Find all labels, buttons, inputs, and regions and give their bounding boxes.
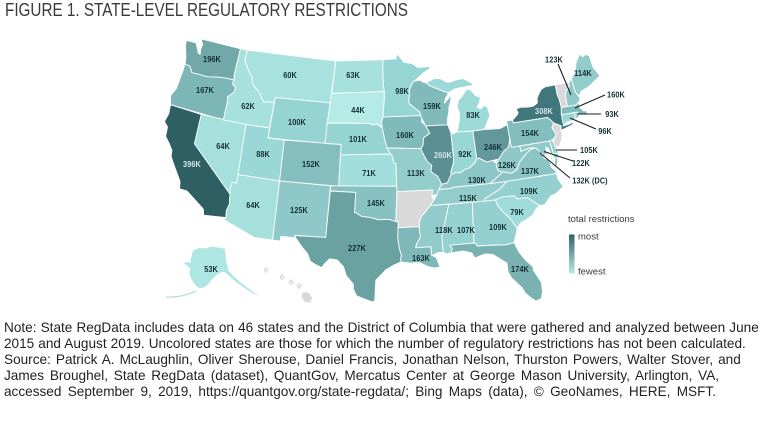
svg-text:92K: 92K xyxy=(458,150,472,159)
svg-text:130K: 130K xyxy=(468,176,486,185)
svg-text:96K: 96K xyxy=(598,127,612,136)
svg-text:71K: 71K xyxy=(362,169,376,178)
svg-text:105K: 105K xyxy=(580,146,598,155)
svg-text:64K: 64K xyxy=(216,142,230,151)
svg-text:total restrictions: total restrictions xyxy=(568,214,635,225)
svg-text:126K: 126K xyxy=(498,161,516,170)
svg-text:122K: 122K xyxy=(572,159,590,168)
svg-text:174K: 174K xyxy=(511,265,529,274)
svg-text:167K: 167K xyxy=(196,86,214,95)
svg-text:83K: 83K xyxy=(466,111,480,120)
svg-text:125K: 125K xyxy=(290,206,308,215)
svg-text:246K: 246K xyxy=(484,143,502,152)
svg-text:53K: 53K xyxy=(204,265,218,274)
svg-text:145K: 145K xyxy=(367,199,385,208)
svg-text:107K: 107K xyxy=(457,226,475,235)
svg-text:159K: 159K xyxy=(423,102,441,111)
svg-text:137K: 137K xyxy=(521,167,539,176)
svg-text:308K: 308K xyxy=(535,107,553,116)
svg-text:93K: 93K xyxy=(605,110,619,119)
svg-text:79K: 79K xyxy=(510,208,524,217)
svg-text:160K: 160K xyxy=(396,131,414,140)
svg-text:154K: 154K xyxy=(521,129,539,138)
svg-text:98K: 98K xyxy=(395,87,409,96)
svg-text:64K: 64K xyxy=(246,201,260,210)
svg-text:113K: 113K xyxy=(407,169,425,178)
svg-text:132K (DC): 132K (DC) xyxy=(572,176,607,185)
svg-text:63K: 63K xyxy=(346,71,360,80)
svg-text:109K: 109K xyxy=(489,223,507,232)
svg-text:118K: 118K xyxy=(435,226,453,235)
svg-text:60K: 60K xyxy=(283,71,297,80)
svg-text:396K: 396K xyxy=(183,160,201,169)
svg-text:123K: 123K xyxy=(545,55,563,64)
svg-text:160K: 160K xyxy=(607,90,625,99)
svg-text:260K: 260K xyxy=(434,151,452,160)
svg-text:163K: 163K xyxy=(412,254,430,263)
svg-text:152K: 152K xyxy=(302,160,320,169)
svg-text:101K: 101K xyxy=(349,135,367,144)
svg-text:62K: 62K xyxy=(241,102,255,111)
svg-text:44K: 44K xyxy=(351,106,365,115)
svg-text:227K: 227K xyxy=(348,244,366,253)
svg-text:115K: 115K xyxy=(459,194,477,203)
svg-text:most: most xyxy=(578,232,599,243)
svg-text:88K: 88K xyxy=(256,150,270,159)
svg-text:196K: 196K xyxy=(203,55,221,64)
svg-text:fewest: fewest xyxy=(578,267,606,278)
svg-text:100K: 100K xyxy=(288,118,306,127)
svg-text:114K: 114K xyxy=(574,69,592,78)
svg-text:109K: 109K xyxy=(520,187,538,196)
